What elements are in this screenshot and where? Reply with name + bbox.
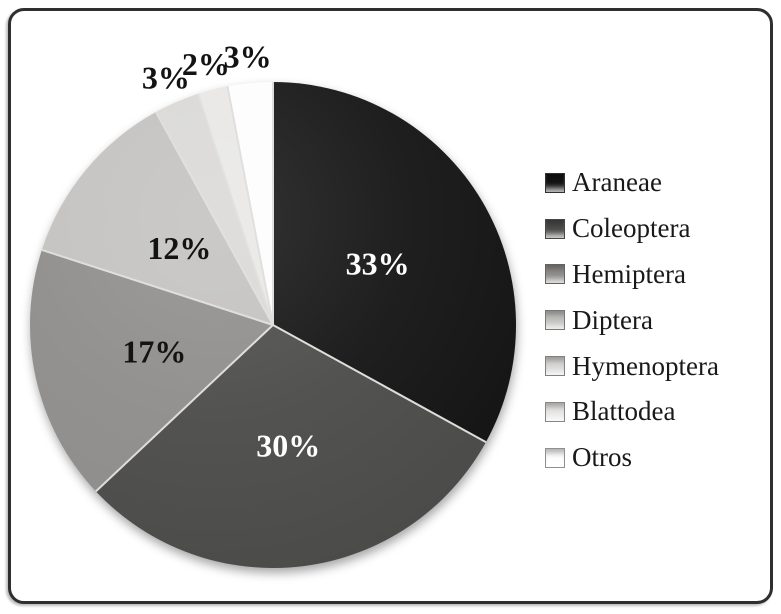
legend-label-araneae: Araneae (572, 167, 662, 198)
legend-item-araneae: Araneae (545, 160, 719, 206)
legend-key-diptera (545, 310, 565, 331)
legend-label-otros: Otros (572, 442, 632, 473)
slice-percent-label-otros: 3% (224, 39, 272, 75)
legend-key-araneae (545, 172, 565, 193)
legend-key-hymenoptera (545, 356, 565, 377)
slice-percent-label-coleoptera: 30% (256, 428, 320, 464)
pie-labels: 33% 30% 17% 12% 3%2%3% (122, 39, 409, 464)
legend-item-blattodea: Blattodea (545, 389, 719, 435)
legend-label-blattodea: Blattodea (572, 396, 676, 427)
slice-percent-label-araneae: 33% (346, 245, 410, 281)
legend-key-coleoptera (545, 218, 565, 239)
pie-sheen-overlay (30, 82, 516, 568)
legend-key-hemiptera (545, 264, 565, 285)
pie-group (29, 81, 516, 568)
legend-label-hymenoptera: Hymenoptera (572, 350, 719, 381)
legend-key-otros (545, 447, 565, 468)
slice-percent-label-hemiptera: 17% (122, 334, 186, 370)
legend-item-hemiptera: Hemiptera (545, 252, 719, 298)
legend-label-diptera: Diptera (572, 304, 653, 335)
chart-legend: Araneae Coleoptera Hemiptera Diptera Hymenop… (545, 160, 719, 481)
slice-percent-label-blattodea: 2% (182, 46, 230, 82)
legend-item-hymenoptera: Hymenoptera (545, 343, 719, 389)
slice-percent-label-diptera: 12% (147, 230, 211, 266)
slice-percent-label-hymenoptera: 3% (142, 60, 190, 96)
legend-item-otros: Otros (545, 435, 719, 481)
legend-key-blattodea (545, 401, 565, 422)
legend-item-diptera: Diptera (545, 297, 719, 343)
legend-label-hemiptera: Hemiptera (572, 258, 686, 289)
legend-item-coleoptera: Coleoptera (545, 206, 719, 252)
legend-label-coleoptera: Coleoptera (572, 213, 691, 244)
